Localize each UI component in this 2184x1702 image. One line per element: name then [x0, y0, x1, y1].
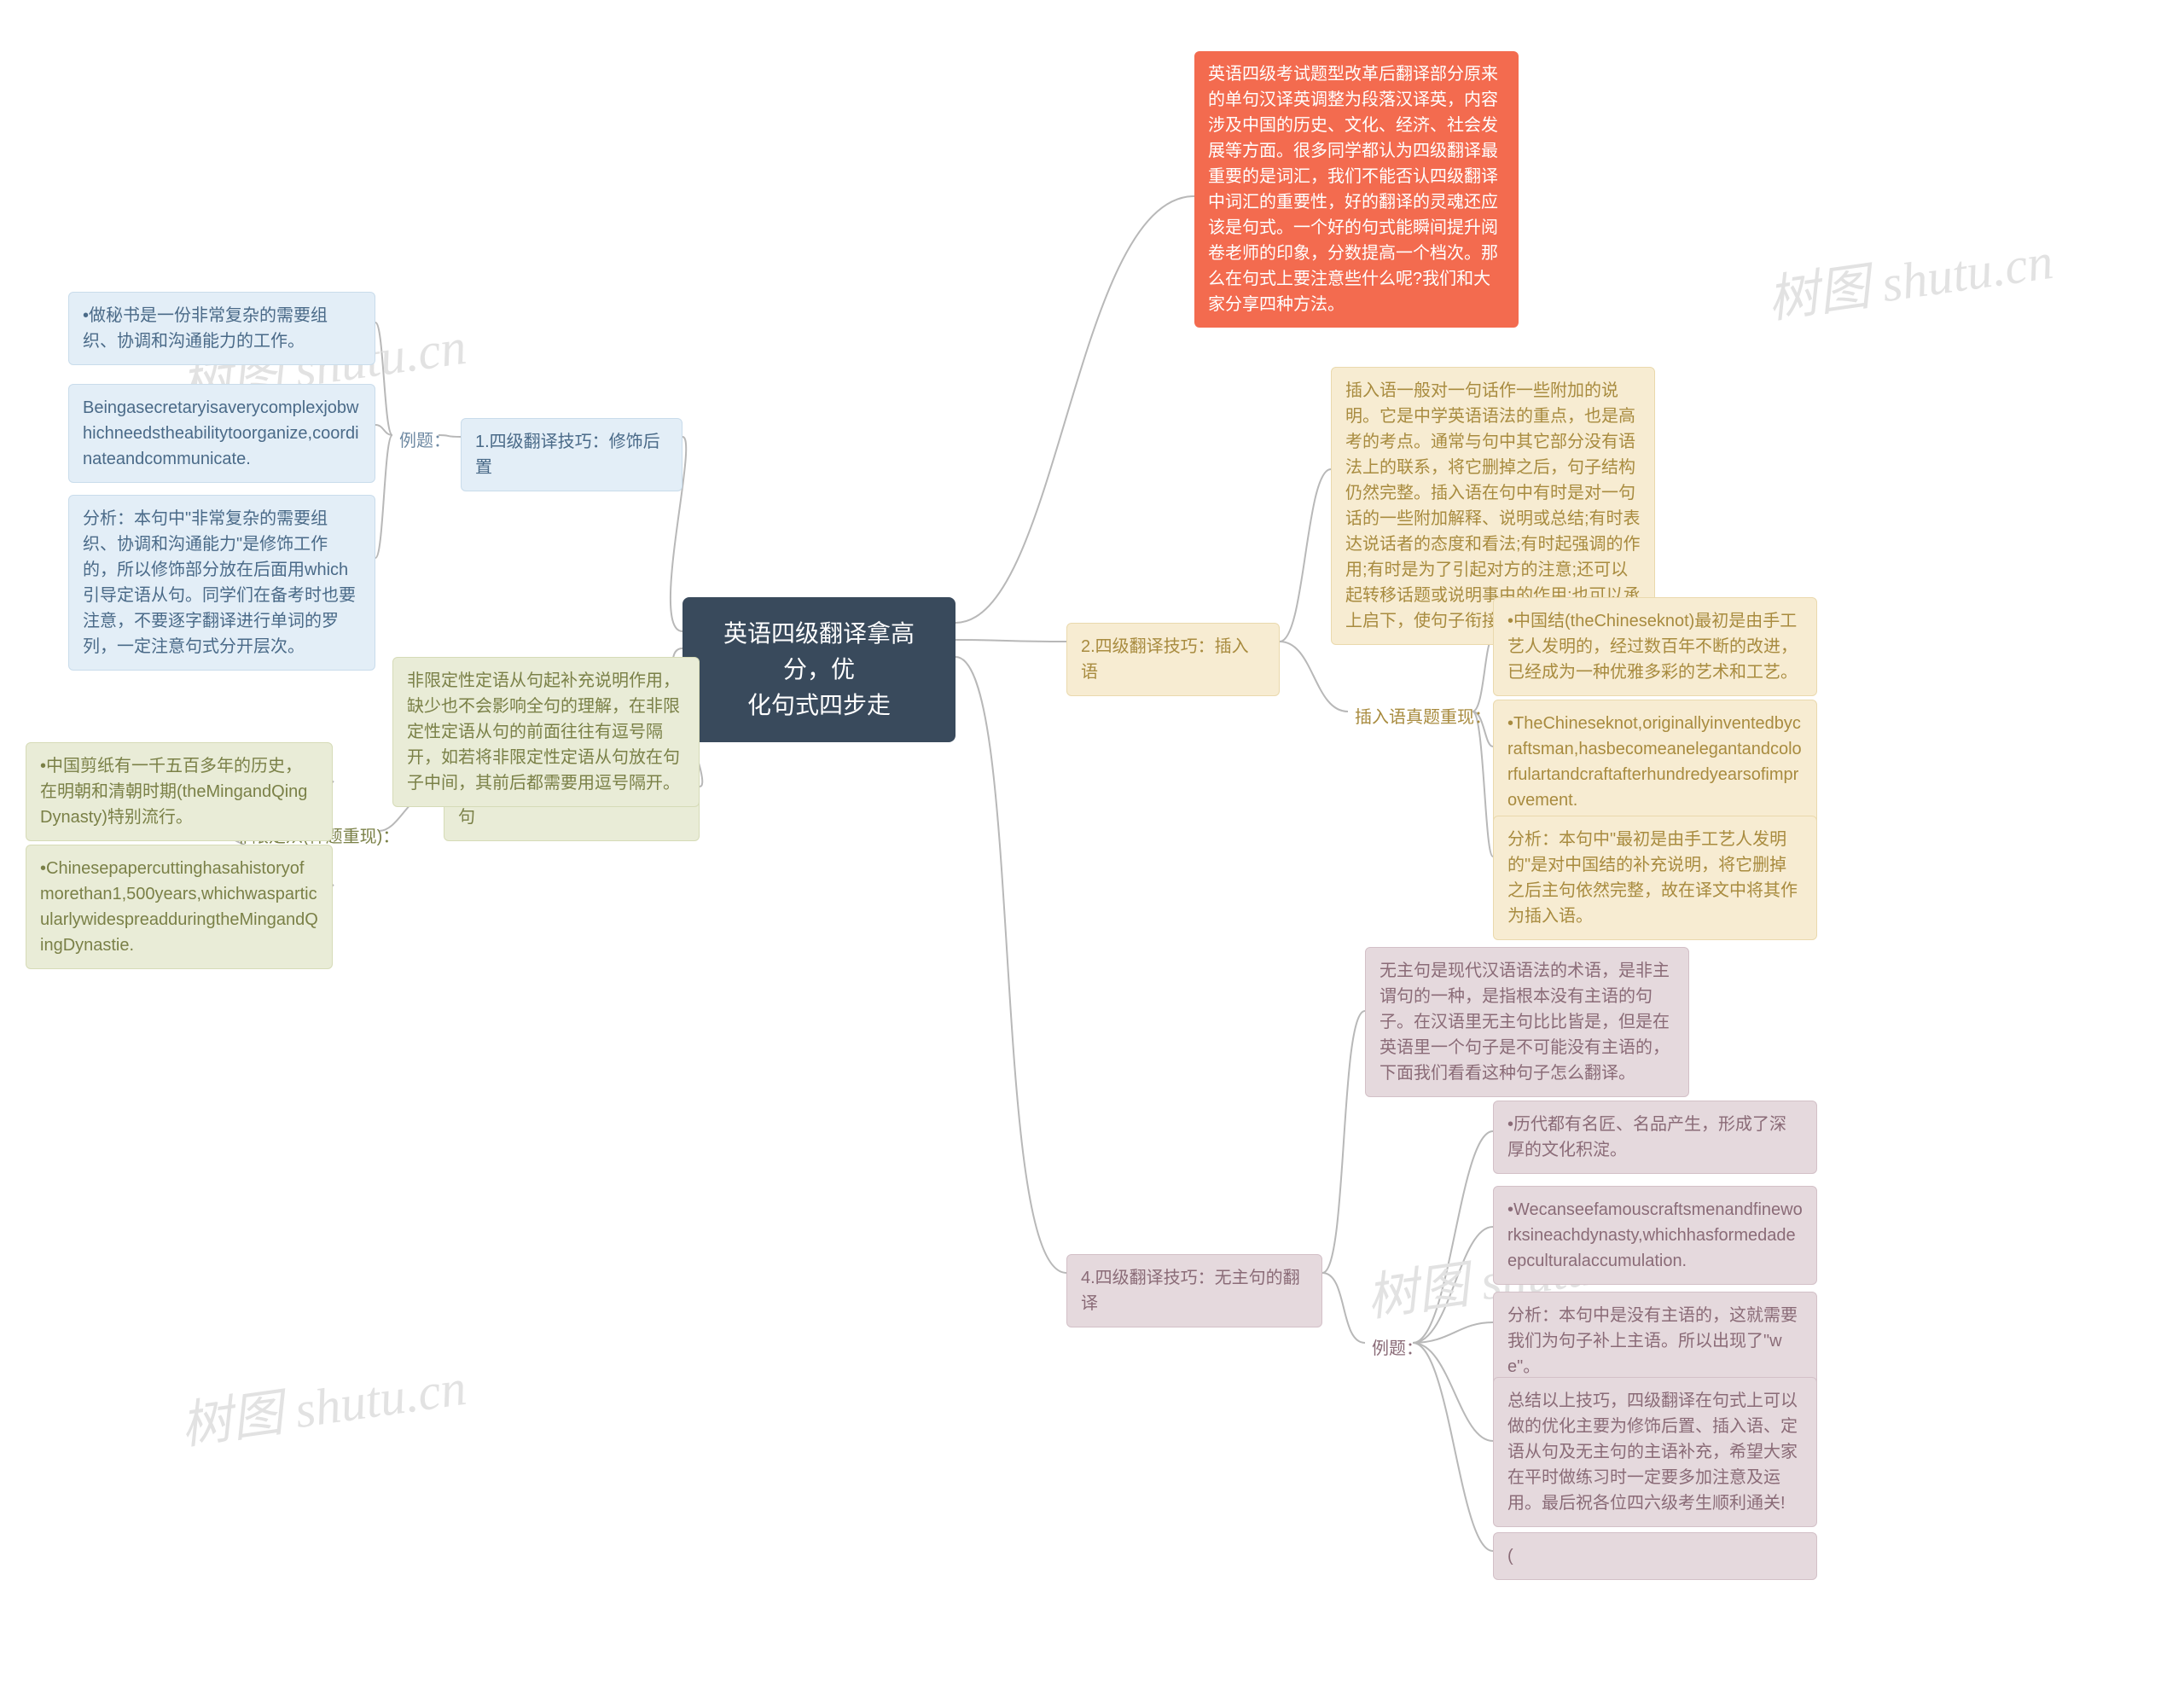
branch1-title: 1.四级翻译技巧：修饰后置	[461, 418, 682, 491]
branch3-child: •Chinesepapercuttinghasahistoryofmoretha…	[26, 845, 333, 969]
watermark: 树图 shutu.cn	[1763, 219, 2057, 333]
branch2-child: •中国结(theChineseknot)最初是由手工艺人发明的，经过数百年不断的…	[1493, 597, 1817, 696]
branch2-child: 分析：本句中"最初是由手工艺人发明的"是对中国结的补充说明，将它删掉之后主句依然…	[1493, 816, 1817, 940]
central-topic: 英语四级翻译拿高分，优 化句式四步走	[682, 597, 956, 742]
branch2-child: •TheChineseknot,originallyinventedbycraf…	[1493, 700, 1817, 824]
branch4-child: 总结以上技巧，四级翻译在句式上可以做的优化主要为修饰后置、插入语、定语从句及无主…	[1493, 1377, 1817, 1527]
branch3-child: •中国剪纸有一千五百多年的历史，在明朝和清朝时期(theMingandQingD…	[26, 742, 333, 841]
branch1-child: 分析：本句中"非常复杂的需要组织、协调和沟通能力"是修饰工作的，所以修饰部分放在…	[68, 495, 375, 671]
watermark: 树图 shutu.cn	[176, 1345, 470, 1459]
branch4-child: (	[1493, 1532, 1817, 1580]
branch4-title: 4.四级翻译技巧：无主句的翻译	[1066, 1254, 1322, 1327]
branch4-child: •历代都有名匠、名品产生，形成了深厚的文化积淀。	[1493, 1101, 1817, 1174]
branch1-label: 例题：	[392, 423, 457, 455]
branch3-explain: 非限定性定语从句起补充说明作用，缺少也不会影响全句的理解，在非限定性定语从句的前…	[392, 657, 700, 807]
branch4-label: 例题：	[1365, 1331, 1430, 1362]
branch4-child: •Wecanseefamouscraftsmenandfineworksinea…	[1493, 1186, 1817, 1285]
branch1-child: Beingasecretaryisaverycomplexjobwhichnee…	[68, 384, 375, 483]
intro-box: 英语四级考试题型改革后翻译部分原来的单句汉译英调整为段落汉译英，内容涉及中国的历…	[1194, 51, 1519, 328]
branch4-child: 分析：本句中是没有主语的，这就需要我们为句子补上主语。所以出现了"we"。	[1493, 1292, 1817, 1391]
branch4-explain: 无主句是现代汉语语法的术语，是非主谓句的一种，是指根本没有主语的句子。在汉语里无…	[1365, 947, 1689, 1097]
branch2-title: 2.四级翻译技巧：插入语	[1066, 623, 1280, 696]
branch2-label: 插入语真题重现：	[1348, 700, 1498, 731]
branch1-child: •做秘书是一份非常复杂的需要组织、协调和沟通能力的工作。	[68, 292, 375, 365]
